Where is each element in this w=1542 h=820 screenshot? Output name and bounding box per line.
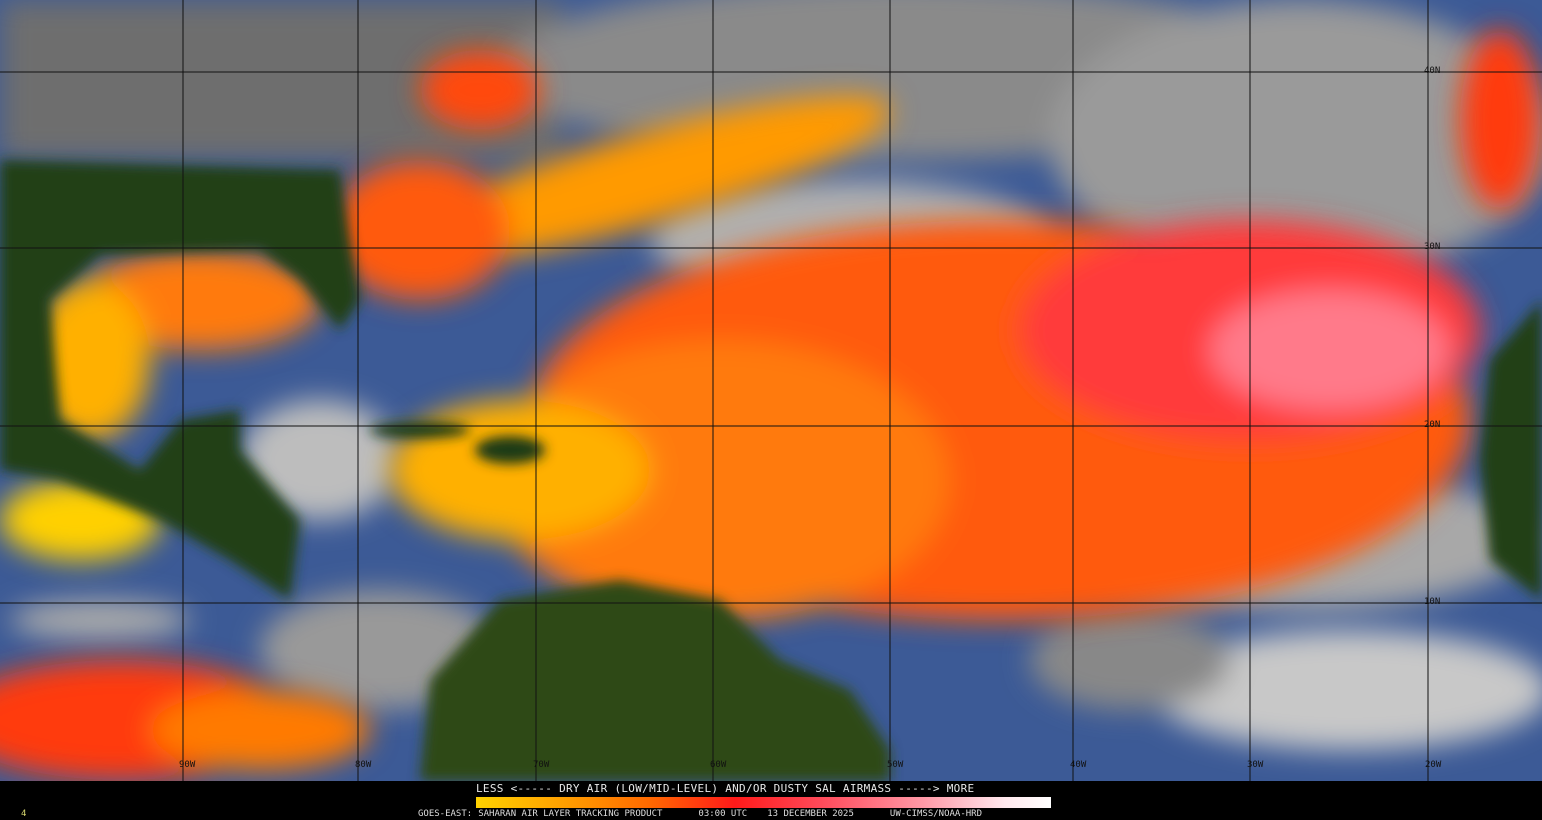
- lon-label: 90W: [179, 760, 196, 770]
- lon-label: 80W: [355, 760, 372, 770]
- timestamp-date: 13 DECEMBER 2025: [767, 809, 854, 819]
- lat-label: 10N: [1424, 597, 1441, 607]
- product-name: SAHARAN AIR LAYER TRACKING PRODUCT: [478, 809, 663, 819]
- lon-label: 60W: [710, 760, 727, 770]
- lon-label: 30W: [1247, 760, 1264, 770]
- lon-label: 40W: [1070, 760, 1087, 770]
- satellite-name: GOES-EAST:: [418, 809, 473, 819]
- legend-title: LESS <----- DRY AIR (LOW/MID-LEVEL) AND/…: [476, 782, 975, 795]
- credit: UW-CIMSS/NOAA-HRD: [889, 809, 983, 819]
- legend-footer: LESS <----- DRY AIR (LOW/MID-LEVEL) AND/…: [0, 781, 1542, 820]
- frame-number: 4: [21, 809, 27, 819]
- satellite-imagery: [0, 0, 1542, 781]
- lon-label: 20W: [1425, 760, 1442, 770]
- graticule: [0, 0, 1542, 781]
- lat-label: 20N: [1424, 420, 1441, 430]
- lon-label: 50W: [887, 760, 904, 770]
- land-layer: [0, 160, 1542, 781]
- lon-label: 70W: [533, 760, 550, 770]
- product-info: GOES-EAST: SAHARAN AIR LAYER TRACKING PRO…: [418, 809, 1018, 819]
- lat-label: 30N: [1424, 242, 1441, 252]
- colorbar: [476, 797, 1051, 808]
- timestamp-time: 03:00 UTC: [698, 809, 748, 819]
- lat-label: 40N: [1424, 66, 1441, 76]
